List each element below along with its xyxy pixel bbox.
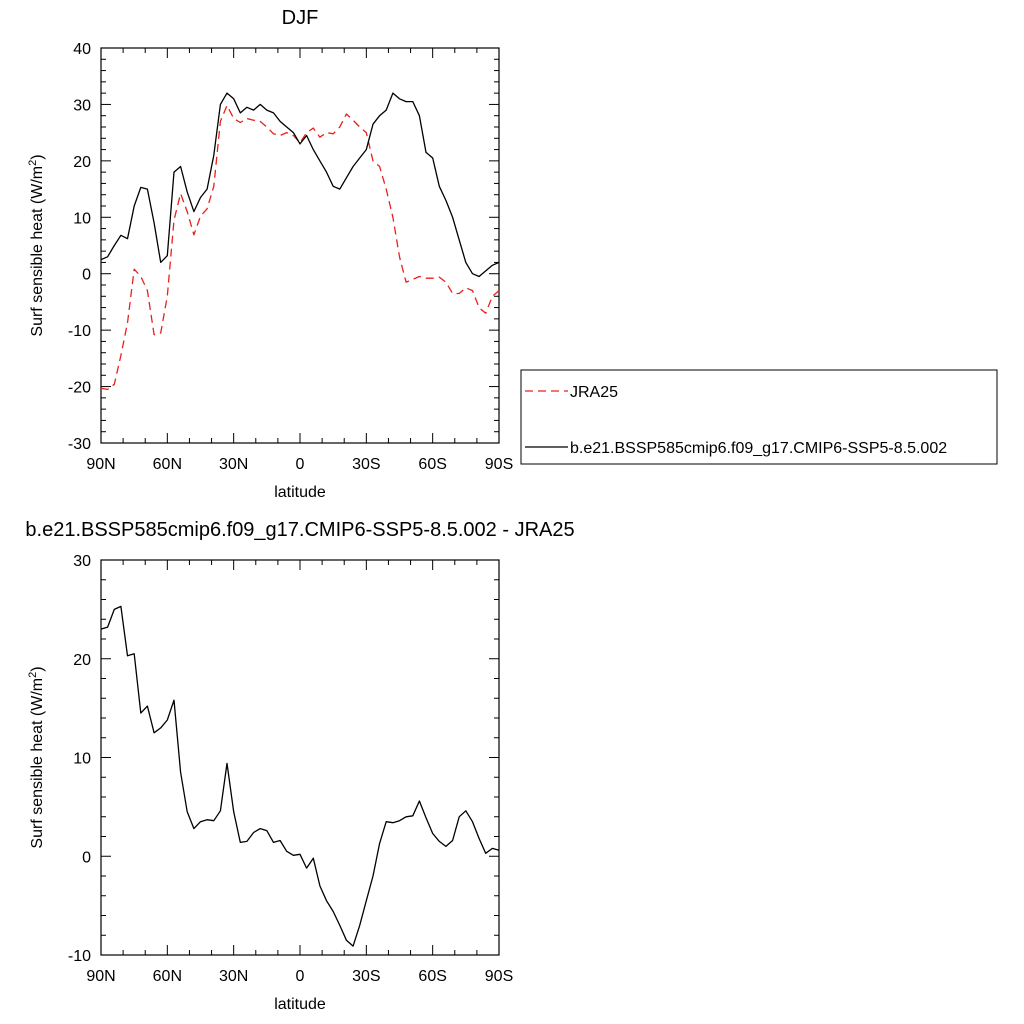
x-tick-label: 60S [418,968,446,985]
y-tick-label: 0 [82,849,91,866]
x-tick-label: 0 [296,968,305,985]
y-axis-label: Surf sensible heat (W/m2) [27,154,46,336]
y-axis-label-sup: 2 [27,672,39,678]
y-tick-label: 30 [73,553,91,570]
x-tick-label: 90N [86,968,115,985]
y-axis-label: Surf sensible heat (W/m2) [27,666,46,848]
x-tick-label: 60N [153,456,182,473]
y-tick-label: 40 [73,41,91,58]
chart-title: b.e21.BSSP585cmip6.f09_g17.CMIP6-SSP5-8.… [25,519,574,541]
y-axis-label-close: ) [29,666,46,671]
y-tick-label: 10 [73,210,91,227]
plot-frame [100,559,500,956]
legend-label-model: b.e21.BSSP585cmip6.f09_g17.CMIP6-SSP5-8.… [570,440,947,457]
x-tick-label: 90S [485,456,513,473]
y-tick-label: 30 [73,97,91,114]
y-axis-label-sup: 2 [27,160,39,166]
y-axis-label-main: Surf sensible heat (W/m [29,678,46,849]
x-tick-label: 60S [418,456,446,473]
x-axis-label: latitude [274,996,326,1013]
legend-box [520,369,998,465]
y-tick-label: 10 [73,751,91,768]
y-tick-label: -10 [68,323,91,340]
x-axis-label: latitude [274,484,326,501]
series-line-jra25 [100,104,500,391]
y-tick-label: -20 [68,380,91,397]
y-tick-label: -10 [68,948,91,965]
y-tick-label: -30 [68,436,91,453]
legend: JRA25 b.e21.BSSP585cmip6.f09_g17.CMIP6-S… [520,369,998,465]
y-axis-label-main: Surf sensible heat (W/m [29,166,46,337]
plot-frame [100,47,500,444]
x-tick-label: 30S [352,456,380,473]
chart-title: DJF [282,7,319,29]
x-tick-label: 30N [219,456,248,473]
x-tick-label: 0 [296,456,305,473]
x-tick-label: 90N [86,456,115,473]
x-tick-label: 30N [219,968,248,985]
y-tick-label: 0 [82,267,91,284]
series-line-b-e21-bssp585cmip6-f09-g17-cmip6-ssp5-8-5-002 [100,92,500,278]
x-tick-label: 90S [485,968,513,985]
x-tick-label: 30S [352,968,380,985]
y-tick-label: 20 [73,652,91,669]
y-axis-label-close: ) [29,154,46,159]
y-tick-label: 20 [73,154,91,171]
series-line-difference [100,605,500,947]
legend-label-jra25: JRA25 [570,384,618,401]
x-tick-label: 60N [153,968,182,985]
chart-djf: DJF 90N 60N 30N 0 30S 60S 90S -30 -20 -10 0 10 20 30 40… [27,7,513,501]
chart-difference: b.e21.BSSP585cmip6.f09_g17.CMIP6-SSP5-8.… [25,519,574,1013]
